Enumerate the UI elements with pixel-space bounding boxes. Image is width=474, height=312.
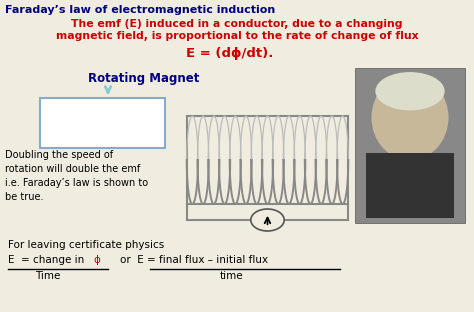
Text: E  = change in: E = change in — [8, 255, 88, 265]
Text: time: time — [220, 271, 244, 281]
Text: or  E = final flux – initial flux: or E = final flux – initial flux — [120, 255, 268, 265]
Text: Doubling the speed of
rotation will double the emf
i.e. Faraday’s law is shown t: Doubling the speed of rotation will doub… — [5, 150, 148, 202]
Text: Rotating Magnet: Rotating Magnet — [88, 72, 200, 85]
Ellipse shape — [372, 75, 448, 160]
Text: Faraday’s law of electromagnetic induction: Faraday’s law of electromagnetic inducti… — [5, 5, 275, 15]
FancyBboxPatch shape — [40, 98, 165, 148]
Text: ϕ: ϕ — [93, 255, 100, 265]
FancyBboxPatch shape — [355, 68, 465, 223]
Text: For leaving certificate physics: For leaving certificate physics — [8, 240, 164, 250]
Text: Time: Time — [35, 271, 60, 281]
Text: The emf (E) induced in a conductor, due to a changing: The emf (E) induced in a conductor, due … — [71, 19, 403, 29]
Text: E = (dϕ/dt).: E = (dϕ/dt). — [186, 47, 273, 60]
Circle shape — [251, 209, 284, 231]
Text: magnetic field, is proportional to the rate of change of flux: magnetic field, is proportional to the r… — [55, 31, 419, 41]
FancyBboxPatch shape — [366, 153, 454, 218]
Ellipse shape — [375, 72, 445, 110]
